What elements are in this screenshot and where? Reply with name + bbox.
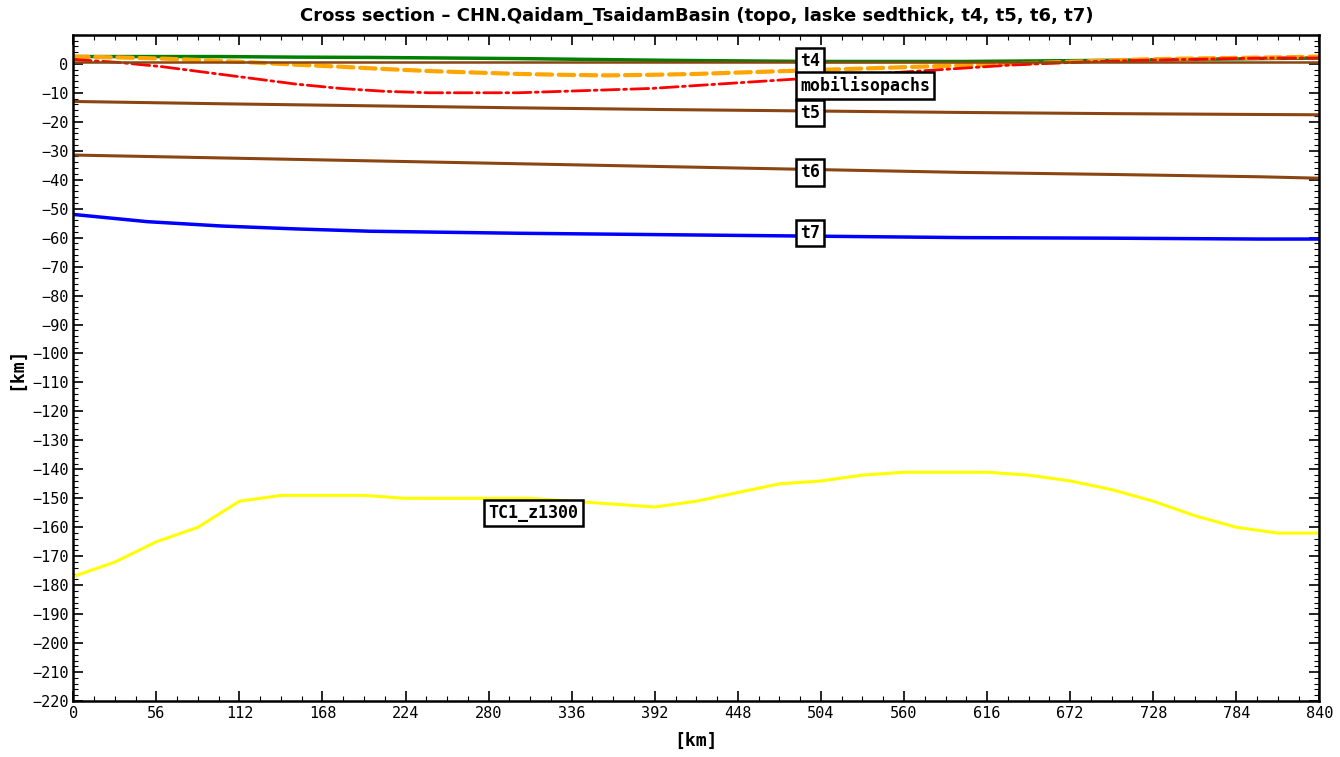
- Text: TC1_z1300: TC1_z1300: [489, 504, 579, 522]
- Text: t7: t7: [800, 224, 820, 242]
- Text: t4: t4: [800, 52, 820, 70]
- Text: mobilisopachs: mobilisopachs: [800, 76, 930, 95]
- Text: t6: t6: [800, 164, 820, 182]
- X-axis label: [km]: [km]: [674, 732, 718, 750]
- Text: t5: t5: [800, 104, 820, 122]
- Y-axis label: [km]: [km]: [7, 346, 25, 390]
- Title: Cross section – CHN.Qaidam_TsaidamBasin (topo, laske sedthick, t4, t5, t6, t7): Cross section – CHN.Qaidam_TsaidamBasin …: [300, 7, 1093, 25]
